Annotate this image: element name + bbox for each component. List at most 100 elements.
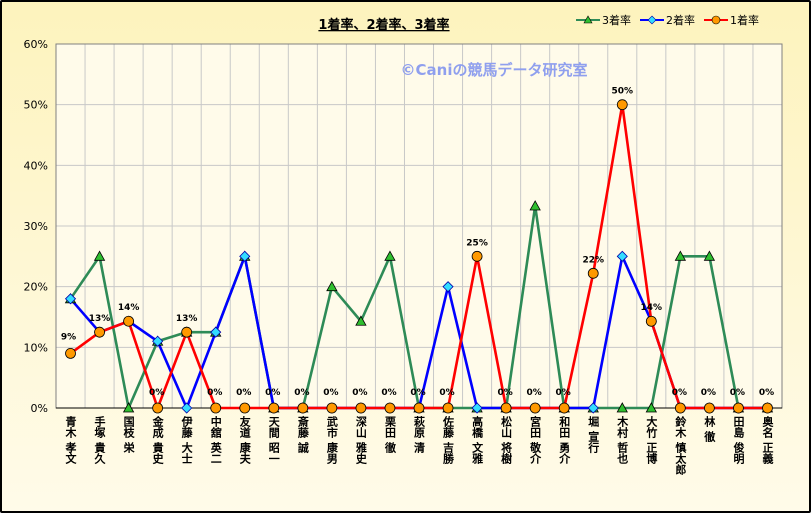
- data-label: 0%: [759, 388, 774, 398]
- data-label: 0%: [672, 388, 687, 398]
- data-label: 0%: [352, 388, 367, 398]
- x-tick-label: 佐藤 吉勝: [442, 415, 456, 465]
- data-point-circle: [297, 402, 309, 414]
- data-point-circle: [442, 402, 454, 414]
- y-tick-label: 30%: [24, 220, 48, 233]
- data-point-circle: [384, 402, 396, 414]
- x-tick-label: 鈴木 慎太郎: [674, 415, 688, 476]
- data-point-circle: [645, 315, 657, 327]
- data-label: 22%: [582, 255, 604, 265]
- x-tick-label: 友道 康夫: [238, 415, 251, 465]
- data-label: 0%: [236, 388, 251, 398]
- x-tick-label: 斎藤 誠: [296, 415, 309, 454]
- data-label: 9%: [61, 332, 76, 342]
- data-point-circle: [500, 402, 512, 414]
- data-point-diamond: [64, 293, 77, 305]
- data-point-circle: [181, 326, 193, 338]
- data-point-circle: [268, 402, 280, 414]
- data-point-diamond: [152, 335, 164, 347]
- y-tick-label: 40%: [24, 159, 48, 172]
- x-tick-label: 青木 孝文: [64, 415, 78, 465]
- data-point-diamond: [239, 250, 251, 262]
- data-point-triangle: [645, 402, 657, 413]
- data-point-triangle: [93, 250, 106, 261]
- y-tick-label: 20%: [24, 281, 48, 294]
- legend-marker: [583, 15, 593, 24]
- data-point-circle: [471, 250, 483, 262]
- x-tick-label: 松山 将樹: [500, 415, 513, 465]
- x-tick-label: 宮田 敬介: [529, 415, 543, 464]
- data-label: 0%: [294, 388, 309, 398]
- legend-label: 1着率: [730, 13, 759, 27]
- data-point-diamond: [210, 326, 222, 338]
- data-point-diamond: [471, 402, 483, 414]
- data-label: 0%: [381, 388, 396, 398]
- data-point-circle: [94, 326, 105, 338]
- data-label: 0%: [527, 388, 542, 398]
- data-label: 13%: [89, 314, 111, 324]
- data-point-circle: [704, 402, 715, 414]
- y-tick-label: 0%: [31, 402, 48, 415]
- x-tick-label: 堀 宣行: [587, 415, 601, 454]
- data-point-circle: [239, 402, 251, 414]
- data-point-circle: [762, 402, 773, 414]
- x-tick-label: 中舘 英二: [209, 415, 223, 464]
- data-point-triangle: [326, 280, 338, 292]
- data-label: 0%: [730, 388, 745, 398]
- data-point-circle: [558, 402, 570, 414]
- data-point-diamond: [587, 402, 599, 414]
- data-label: 50%: [612, 87, 634, 97]
- data-point-triangle: [355, 315, 367, 326]
- x-tick-label: 高橋 文雅: [471, 415, 484, 465]
- data-point-circle: [152, 402, 164, 414]
- data-point-circle: [326, 402, 338, 414]
- data-label: 14%: [641, 303, 663, 313]
- data-point-triangle: [384, 250, 396, 261]
- data-point-circle: [674, 402, 686, 414]
- legend-label: 3着率: [602, 13, 631, 27]
- data-point-circle: [210, 402, 222, 414]
- data-point-triangle: [674, 250, 687, 261]
- legend-marker: [647, 15, 657, 25]
- legend-label: 2着率: [666, 13, 695, 27]
- data-point-triangle: [122, 402, 135, 413]
- legend-marker: [711, 15, 721, 25]
- data-label: 0%: [701, 388, 716, 398]
- chart-title: 1着率、2着率、3着率: [318, 17, 449, 33]
- data-point-circle: [616, 99, 628, 111]
- x-tick-label: 天間 昭一: [267, 416, 280, 464]
- data-point-triangle: [616, 402, 628, 413]
- data-point-circle: [123, 315, 134, 327]
- y-tick-label: 60%: [24, 38, 48, 51]
- data-point-triangle: [529, 200, 541, 211]
- data-label: 0%: [323, 388, 338, 398]
- x-tick-label: 和田 勇介: [558, 415, 572, 464]
- data-label: 25%: [466, 238, 488, 248]
- watermark-text: ©Caniの競馬データ研究室: [401, 61, 588, 79]
- data-label: 0%: [410, 388, 425, 398]
- x-tick-label: 奥名 正義: [761, 415, 775, 465]
- y-tick-label: 10%: [24, 341, 48, 354]
- x-tick-label: 大竹 正博: [645, 415, 659, 465]
- data-point-circle: [733, 402, 744, 414]
- data-point-diamond: [181, 402, 193, 414]
- x-tick-label: 萩原 清: [413, 415, 427, 454]
- legend: 3着率 2着率 1着率: [576, 13, 759, 27]
- x-tick-label: 国枝 栄: [122, 416, 136, 454]
- data-label: 0%: [439, 388, 454, 398]
- data-point-diamond: [616, 250, 628, 262]
- x-tick-label: 金成 貴史: [151, 415, 165, 465]
- x-tick-label: 木村 哲也: [616, 415, 630, 464]
- data-point-diamond: [442, 281, 454, 293]
- data-label: 14%: [118, 303, 140, 313]
- x-tick-label: 栗田 徹: [383, 416, 397, 454]
- data-point-circle: [355, 402, 367, 414]
- data-point-circle: [529, 402, 541, 414]
- x-tick-label: 田島 俊明: [732, 416, 745, 465]
- data-point-circle: [65, 347, 76, 359]
- data-label: 13%: [176, 314, 198, 324]
- x-tick-label: 伊藤 大士: [180, 415, 194, 464]
- data-point-triangle: [703, 250, 716, 261]
